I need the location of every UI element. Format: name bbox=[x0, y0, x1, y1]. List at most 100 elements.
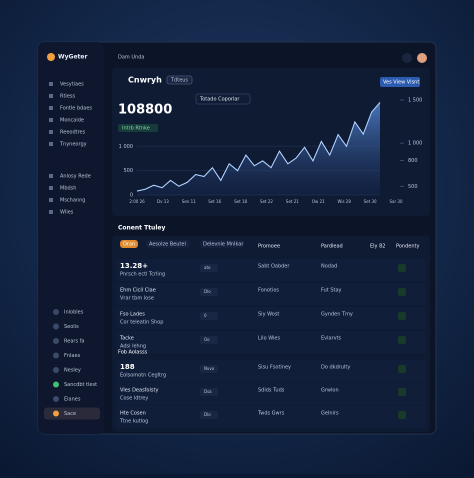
nav-item[interactable]: Fontle bdaes bbox=[60, 106, 92, 112]
row-sub: Adsi lehng bbox=[120, 344, 146, 350]
y-tick-label: 1 000 bbox=[119, 144, 133, 150]
nav-icon bbox=[49, 174, 53, 178]
nav-item[interactable]: Elanes bbox=[64, 397, 81, 403]
cell: Fonotios bbox=[258, 288, 279, 294]
logo bbox=[47, 53, 55, 61]
nav-icon bbox=[53, 352, 59, 359]
badge[interactable] bbox=[166, 75, 193, 85]
nav-item[interactable]: Sancdbt tlest bbox=[64, 382, 97, 388]
nav-active bbox=[44, 407, 100, 420]
area bbox=[137, 102, 380, 195]
row-title: Fso Lades bbox=[120, 312, 145, 318]
nav-icon bbox=[53, 381, 59, 388]
y2-tick-label: 800 bbox=[408, 158, 418, 164]
row-sub: Vrar tbm lose bbox=[120, 296, 154, 302]
view-button[interactable] bbox=[380, 77, 420, 87]
nav-item[interactable]: Sace bbox=[64, 411, 76, 417]
row-title: Tacke bbox=[119, 336, 134, 342]
nav-icon bbox=[53, 410, 59, 417]
row bbox=[116, 406, 426, 428]
column-header: Pondenty bbox=[396, 244, 419, 250]
sidebar bbox=[38, 42, 104, 434]
pill bbox=[200, 288, 218, 296]
add-button[interactable] bbox=[402, 53, 412, 63]
tag bbox=[118, 124, 158, 132]
y-tick-label: 0 bbox=[130, 193, 133, 199]
y-tick-label: 500 bbox=[123, 168, 133, 174]
cell: Fut Stay bbox=[321, 288, 342, 294]
cell: Sabt Oabder bbox=[258, 264, 290, 270]
cell: Sisu Fsotiney bbox=[258, 365, 291, 371]
avatar[interactable] bbox=[417, 53, 427, 63]
nav-item[interactable]: Fnlaes bbox=[64, 353, 81, 359]
section-title: Fob Aolasss bbox=[118, 350, 148, 356]
nav-item[interactable]: Nesley bbox=[64, 368, 81, 374]
nav-item[interactable]: Rtiess bbox=[60, 94, 76, 100]
nav-icon bbox=[49, 94, 53, 98]
nav-item[interactable]: Anlosy Rede bbox=[60, 174, 91, 180]
nav-item[interactable]: Reeodtres bbox=[60, 130, 86, 136]
tab-text: Delevnle Mnlkar bbox=[203, 242, 244, 248]
nav-item[interactable]: Tnyneorgy bbox=[59, 142, 87, 148]
pill bbox=[200, 312, 218, 320]
nav-icon bbox=[49, 118, 53, 122]
tab[interactable] bbox=[146, 240, 190, 248]
nav-icon bbox=[49, 210, 53, 214]
status[interactable] bbox=[398, 336, 406, 344]
nav-icon bbox=[53, 309, 59, 315]
nav-item[interactable]: Mbdsh bbox=[60, 186, 76, 192]
pill-text: Oo bbox=[204, 337, 210, 342]
pill bbox=[200, 388, 218, 396]
x-tick-label: Set 22 bbox=[260, 199, 273, 204]
status[interactable] bbox=[398, 288, 406, 296]
nav-item[interactable]: Moncaide bbox=[60, 118, 84, 124]
badge-text: Tdteus bbox=[170, 78, 188, 84]
tooltip-text: Totado Coporlar bbox=[199, 97, 240, 103]
row-sub: Cose ldtrey bbox=[120, 396, 148, 402]
brand: WyGeter bbox=[58, 54, 87, 61]
tag-text: Intrb Rtnke bbox=[122, 126, 150, 132]
cell: Sdids Tuds bbox=[258, 388, 285, 394]
nav-icon bbox=[53, 323, 59, 330]
x-tick-label: Set 18 bbox=[234, 199, 247, 204]
nav-icon bbox=[49, 82, 53, 86]
cell: Gynden Tmy bbox=[321, 312, 353, 318]
x-tick-label: Set 21 bbox=[286, 199, 299, 204]
row-title: Ehm Cicil Clae bbox=[120, 288, 156, 294]
tooltip bbox=[195, 93, 251, 105]
nav-item[interactable]: Vesytiaes bbox=[60, 82, 84, 88]
tab[interactable] bbox=[200, 240, 244, 248]
row bbox=[116, 283, 426, 305]
x-tick-label: Wis 28 bbox=[337, 199, 351, 204]
cell: Evlarvts bbox=[321, 336, 342, 342]
status[interactable] bbox=[398, 312, 406, 320]
status[interactable] bbox=[398, 365, 406, 373]
nav-icon bbox=[53, 338, 59, 344]
nav-icon bbox=[49, 106, 53, 110]
tab[interactable] bbox=[120, 240, 138, 248]
nav-icon bbox=[49, 186, 53, 190]
row-title: 188 bbox=[120, 363, 135, 371]
row bbox=[116, 383, 426, 405]
status[interactable] bbox=[398, 264, 406, 272]
row-title: 13.28+ bbox=[120, 262, 148, 270]
row-title: Hte Cosen bbox=[120, 411, 146, 417]
tab-text: Aesolze Beutel bbox=[149, 242, 186, 248]
nav-item[interactable]: Rears fa bbox=[64, 339, 84, 345]
status[interactable] bbox=[398, 411, 406, 419]
pill bbox=[200, 411, 218, 419]
nav-item[interactable]: Mschanng bbox=[60, 198, 85, 204]
status[interactable] bbox=[398, 388, 406, 396]
pill bbox=[200, 264, 218, 272]
row bbox=[116, 259, 426, 281]
x-tick-label: Set 30 bbox=[364, 199, 377, 204]
y2-tick-label: 1 000 bbox=[408, 141, 422, 147]
nav-item[interactable]: Seolis bbox=[64, 324, 79, 330]
cell: Do dkdrulty bbox=[321, 365, 350, 371]
nav-item[interactable]: Inlobles bbox=[64, 310, 84, 316]
cell: Twds Gwrs bbox=[257, 411, 285, 417]
pill-text: ato bbox=[204, 265, 211, 270]
x-tick-label: Sen 11 bbox=[182, 199, 196, 204]
pill bbox=[200, 336, 218, 344]
nav-item[interactable]: Wlies bbox=[60, 210, 74, 216]
